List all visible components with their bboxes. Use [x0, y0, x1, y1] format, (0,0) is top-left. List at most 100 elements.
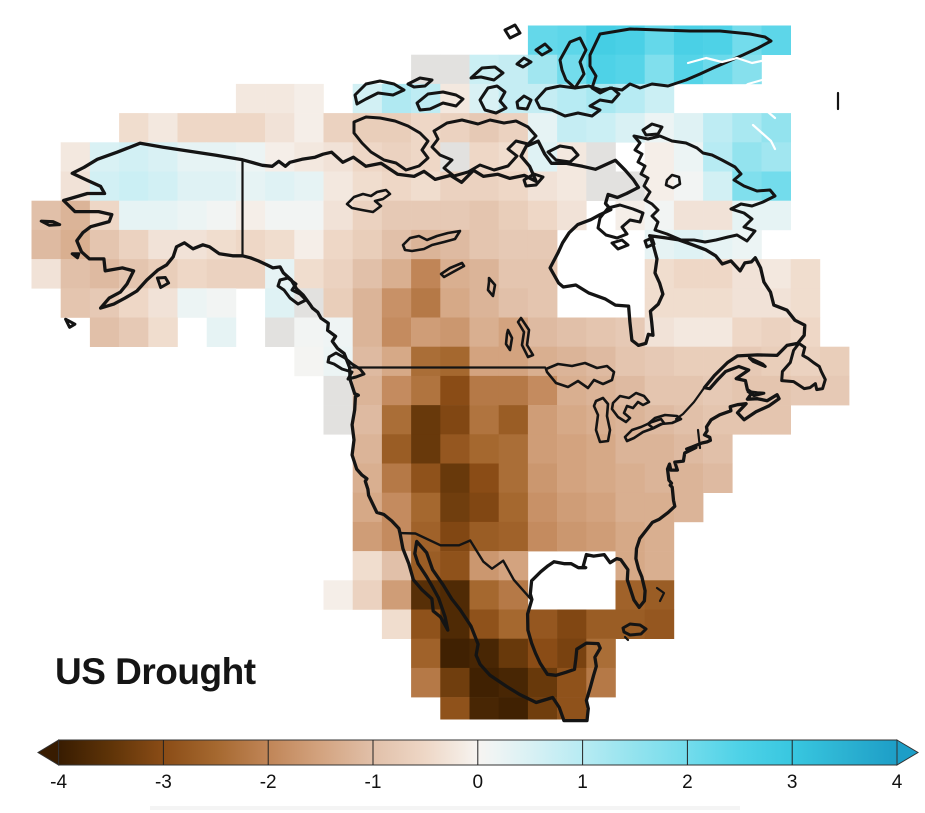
coast-kodiak	[155, 276, 171, 289]
grid-cell	[352, 317, 383, 347]
outline-nettilling-lake	[664, 173, 682, 190]
grid-cell	[323, 259, 353, 289]
grid-cell	[644, 142, 675, 172]
grid-cell	[673, 200, 704, 231]
grid-cell	[673, 113, 704, 143]
grid-cell	[352, 259, 383, 289]
coast-cornwallis	[515, 94, 533, 111]
grid-cell	[411, 375, 441, 406]
grid-cell	[527, 25, 558, 55]
grid-cell	[557, 113, 587, 143]
grid-cell	[119, 171, 149, 201]
grid-cell	[673, 288, 704, 318]
grid-cell	[527, 405, 558, 435]
grid-cell	[440, 375, 470, 406]
grid-cell	[60, 288, 91, 318]
coast-ellef-ringnes	[503, 23, 522, 40]
outline-lake-huron	[610, 391, 651, 424]
grid-cell	[352, 492, 383, 523]
grid-cell	[323, 405, 353, 435]
grid-cell	[235, 259, 266, 289]
grid-cell	[323, 375, 353, 406]
grid-cell	[790, 259, 821, 289]
grid-cell	[119, 200, 149, 231]
colorbar: -4 -3 -2 -1 0 1 2 3 4	[37, 739, 919, 810]
grid-cell	[498, 346, 529, 377]
grid-cell	[265, 317, 295, 347]
grid-cell	[352, 375, 383, 406]
outline-lake-winnipegosis	[504, 328, 514, 352]
coast-greenland-white-2	[751, 123, 777, 151]
grid-cell	[761, 317, 791, 347]
grid-cell	[411, 492, 441, 523]
grid-cell	[703, 113, 733, 143]
grid-cell	[586, 492, 616, 523]
grid-cell	[381, 200, 412, 231]
colorbar-tick-label: 1	[577, 772, 588, 793]
grid-cell	[557, 638, 587, 669]
grid-cell	[586, 346, 616, 377]
grid-cell	[761, 200, 791, 231]
grid-cell	[527, 288, 558, 318]
grid-cell	[527, 463, 558, 493]
grid-cell	[557, 317, 587, 347]
grid-cell	[469, 667, 499, 698]
grid-cell	[411, 434, 441, 464]
grid-cell	[557, 609, 587, 639]
grid-cell	[381, 463, 412, 493]
grid-cell	[673, 375, 704, 406]
grid-cell	[557, 492, 587, 523]
outline-lake-athabasca	[439, 261, 466, 279]
colorbar-tick-label: -1	[365, 772, 382, 793]
grid-cell	[206, 288, 237, 318]
coast-greenland-white-0	[686, 56, 776, 70]
grid-cell	[265, 200, 295, 231]
grid-cell	[440, 667, 470, 698]
grid-cell	[557, 521, 587, 552]
grid-cell	[527, 521, 558, 552]
grid-cell	[644, 317, 675, 347]
coast-eglinton	[406, 76, 434, 89]
grid-cell	[469, 375, 499, 406]
grid-cell	[703, 171, 733, 201]
grid-cell	[498, 434, 529, 464]
grid-cell	[440, 434, 470, 464]
grid-cell	[265, 113, 295, 143]
grid-cell	[206, 171, 237, 201]
colorbar-tick-labels: -4 -3 -2 -1 0 1 2 3 4	[50, 772, 903, 793]
grid-cell	[469, 580, 499, 610]
grid-cell	[294, 229, 324, 260]
grid-cell	[761, 288, 791, 318]
grid-cell	[498, 375, 529, 406]
grid-cell	[586, 521, 616, 552]
coast-melville-island	[415, 90, 465, 112]
grid-cell	[381, 375, 412, 406]
grid-cell	[381, 405, 412, 435]
grid-cell	[673, 463, 704, 493]
coast-aleutian-islet	[64, 317, 77, 329]
grid-cell	[498, 288, 529, 318]
grid-cell	[498, 200, 529, 231]
grid-cell	[440, 54, 470, 85]
grid-cell	[294, 171, 324, 201]
grid-cell	[586, 434, 616, 464]
grid-cell	[469, 200, 499, 231]
grid-cell	[498, 551, 529, 581]
coastline-layer	[39, 23, 840, 723]
grid-cell	[294, 200, 324, 231]
coast-bathurst	[478, 84, 508, 115]
grid-cell	[411, 346, 441, 377]
grid-cell	[673, 492, 704, 523]
grid-cell	[177, 288, 207, 318]
grid-cell	[673, 346, 704, 377]
coast-cuba	[621, 622, 648, 637]
grid-cell	[557, 697, 587, 720]
coast-mackenzie-king	[469, 65, 505, 82]
coast-mansel	[643, 236, 656, 249]
border-us-mexico	[398, 531, 533, 602]
grid-cell	[294, 113, 324, 143]
grid-cell	[440, 492, 470, 523]
line-florida-keys-fragment	[623, 635, 630, 642]
grid-cell	[235, 200, 266, 231]
grid-cell	[381, 434, 412, 464]
